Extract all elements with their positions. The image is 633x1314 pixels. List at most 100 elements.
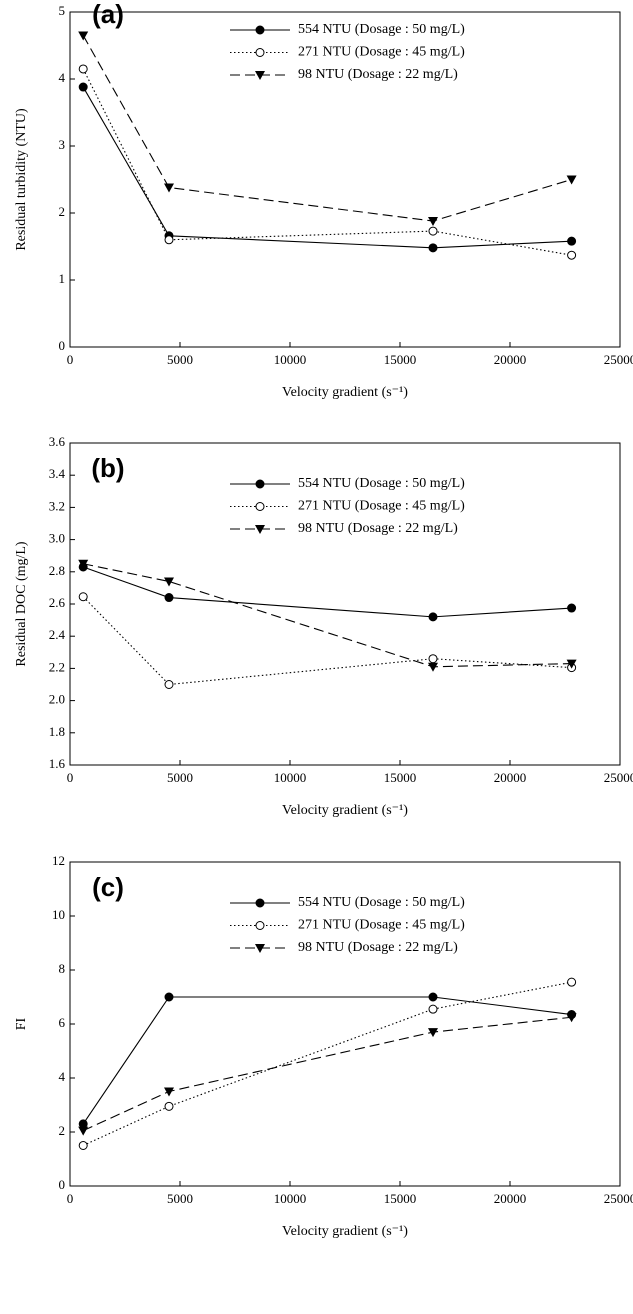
- marker: [428, 1004, 438, 1014]
- y-tick-label: 2.4: [49, 627, 66, 642]
- x-tick-label: 0: [67, 1191, 74, 1206]
- legend-marker: [255, 48, 265, 57]
- marker: [78, 559, 89, 569]
- marker: [428, 662, 438, 672]
- legend-label: 271 NTU (Dosage : 45 mg/L): [298, 45, 465, 60]
- plot-frame: [69, 11, 621, 348]
- legend-marker: [255, 944, 265, 953]
- marker: [78, 592, 88, 602]
- marker: [78, 31, 89, 41]
- marker: [164, 992, 174, 1002]
- marker: [567, 977, 577, 987]
- y-tick-label: 3.0: [49, 531, 65, 546]
- x-tick-label: 0: [67, 352, 74, 367]
- legend-marker: [255, 921, 265, 930]
- marker: [567, 250, 577, 260]
- legend-marker: [255, 502, 265, 511]
- y-tick-label: 4: [59, 70, 66, 85]
- marker: [428, 243, 438, 253]
- panel: 0 5000 10000 15000 20000 25000 1.6 1.8 2.0 2.2 2.4…: [14, 434, 633, 818]
- x-axis-label: Velocity gradient (s⁻¹): [282, 803, 408, 818]
- y-axis-label: Residual turbidity (NTU): [14, 108, 29, 251]
- marker: [567, 236, 577, 246]
- plot-frame: [69, 442, 621, 766]
- legend-label: 98 NTU (Dosage : 22 mg/L): [298, 67, 458, 82]
- marker: [566, 659, 577, 669]
- panel-label: (b): [91, 453, 124, 483]
- x-tick-label: 25000: [604, 352, 633, 367]
- y-tick-label: 3.2: [49, 498, 65, 513]
- y-tick-label: 2: [59, 204, 66, 219]
- marker: [164, 183, 174, 193]
- legend-marker: [255, 25, 265, 35]
- panel-label: (c): [92, 872, 124, 902]
- marker: [164, 577, 174, 587]
- legend-marker: [255, 525, 265, 534]
- marker: [78, 64, 88, 74]
- legend-label: 271 NTU (Dosage : 45 mg/L): [298, 918, 465, 933]
- legend-label: 98 NTU (Dosage : 22 mg/L): [298, 521, 458, 536]
- y-tick-label: 2.0: [49, 692, 65, 707]
- series-line: [82, 981, 572, 1147]
- y-tick-label: 1: [59, 271, 66, 286]
- y-tick-label: 12: [52, 853, 65, 868]
- legend-label: 98 NTU (Dosage : 22 mg/L): [298, 940, 458, 955]
- legend-marker: [255, 71, 265, 80]
- y-tick-label: 10: [52, 907, 65, 922]
- marker: [566, 175, 577, 185]
- series-line: [82, 68, 572, 256]
- series-line: [82, 596, 572, 686]
- y-axis-label: Residual DOC (mg/L): [14, 541, 29, 667]
- panel-label: (a): [92, 0, 124, 29]
- x-tick-label: 5000: [167, 352, 193, 367]
- panel: 0 5000 10000 15000 20000 25000 0 1 2 3 4 5 Velocity …: [14, 0, 633, 400]
- legend-label: 554 NTU (Dosage : 50 mg/L): [298, 22, 465, 37]
- marker: [78, 1126, 89, 1136]
- legend-label: 271 NTU (Dosage : 45 mg/L): [298, 499, 465, 514]
- y-axis-label: FI: [14, 1017, 29, 1030]
- marker: [78, 1141, 88, 1150]
- plot-frame: [69, 861, 621, 1187]
- x-tick-label: 20000: [494, 770, 527, 785]
- x-axis-label: Velocity gradient (s⁻¹): [282, 385, 408, 400]
- x-tick-label: 10000: [274, 352, 307, 367]
- y-tick-label: 4: [59, 1069, 66, 1084]
- x-tick-label: 25000: [604, 770, 633, 785]
- x-tick-label: 5000: [167, 770, 193, 785]
- x-tick-label: 10000: [274, 770, 307, 785]
- y-tick-label: 3.6: [49, 434, 66, 449]
- y-tick-label: 1.6: [49, 756, 66, 771]
- y-tick-label: 3: [59, 137, 66, 152]
- marker: [567, 603, 577, 613]
- y-tick-label: 1.8: [49, 724, 65, 739]
- marker: [428, 992, 438, 1002]
- marker: [428, 1028, 438, 1038]
- marker: [164, 1087, 174, 1097]
- y-tick-label: 6: [59, 1015, 66, 1030]
- x-tick-label: 10000: [274, 1191, 307, 1206]
- x-tick-label: 0: [67, 770, 74, 785]
- legend-label: 554 NTU (Dosage : 50 mg/L): [298, 895, 465, 910]
- y-tick-label: 0: [59, 338, 66, 353]
- marker: [428, 226, 438, 236]
- x-tick-label: 25000: [604, 1191, 633, 1206]
- legend-marker: [255, 898, 265, 908]
- marker: [428, 654, 438, 664]
- marker: [428, 217, 438, 227]
- y-tick-label: 0: [59, 1177, 66, 1192]
- series-line: [82, 1016, 572, 1132]
- panel: 0 5000 10000 15000 20000 25000 0 2 4 6 8 10 12 Veloci…: [14, 853, 633, 1239]
- y-tick-label: 2.8: [49, 563, 65, 578]
- x-tick-label: 5000: [167, 1191, 193, 1206]
- y-tick-label: 8: [59, 961, 66, 976]
- marker: [566, 1013, 577, 1023]
- marker: [164, 593, 174, 603]
- marker: [164, 235, 174, 245]
- y-tick-label: 2.2: [49, 659, 65, 674]
- series-line: [82, 86, 572, 249]
- x-tick-label: 20000: [494, 1191, 527, 1206]
- y-tick-label: 2.6: [49, 595, 66, 610]
- marker: [164, 680, 174, 689]
- series-line: [83, 563, 572, 668]
